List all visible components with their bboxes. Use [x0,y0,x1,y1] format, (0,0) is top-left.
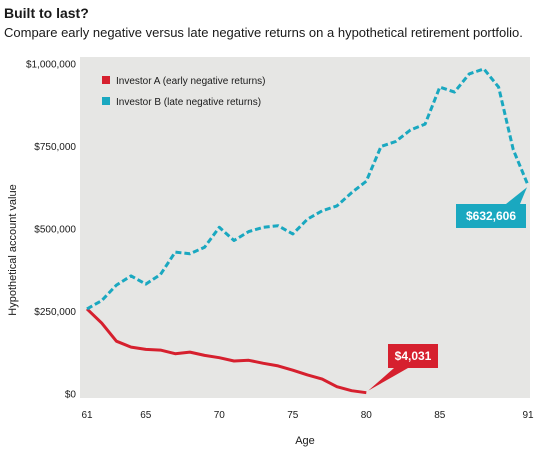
y-tick-label: $250,000 [34,307,76,318]
callout-pointer [506,187,527,204]
y-axis-label: Hypothetical account value [7,184,19,315]
x-tick-label: 85 [434,410,446,421]
callout-label-investor-b: $632,606 [466,209,516,223]
y-tick-label: $750,000 [34,142,76,153]
y-tick-label: $500,000 [34,225,76,236]
series-line-investor-a [85,307,367,395]
x-tick-label: 80 [361,410,373,421]
x-tick-label: 70 [214,410,226,421]
legend-swatch-investor-a [102,76,110,84]
legend: Investor A (early negative returns) Inve… [102,76,266,108]
legend-label-investor-b: Investor B (late negative returns) [116,97,261,108]
series-lines [85,67,530,395]
x-axis-label: Age [295,435,315,447]
chart-subtitle: Compare early negative versus late negat… [4,25,523,40]
y-axis: $0 $250,000 $500,000 $750,000 $1,000,000 [26,60,76,401]
series-line-investor-b [86,67,530,311]
value-callouts: $4,031 $632,606 [368,187,527,391]
callout-pointer [368,368,408,391]
chart-title: Built to last? [4,5,89,21]
x-tick-label: 91 [522,410,534,421]
plot-background [80,57,530,398]
callout-box [456,204,526,228]
legend-swatch-investor-b [102,97,110,105]
callout-box [388,344,438,368]
legend-label-investor-a: Investor A (early negative returns) [116,76,266,87]
x-tick-label: 75 [287,410,299,421]
y-tick-label: $0 [65,390,77,401]
y-tick-label: $1,000,000 [26,60,76,71]
callout-label-investor-a: $4,031 [395,349,432,363]
x-tick-label: 61 [81,410,93,421]
x-axis: 61 65 70 75 80 85 91 [81,410,534,421]
x-tick-label: 65 [140,410,152,421]
